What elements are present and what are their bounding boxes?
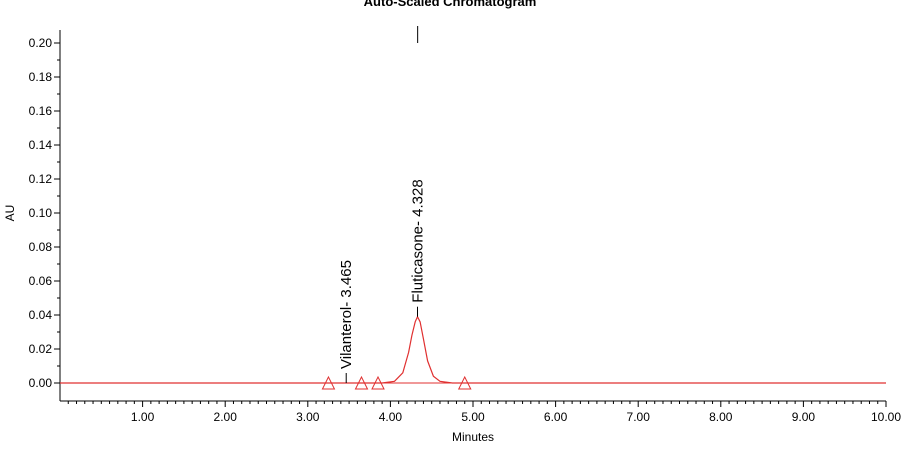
peak-start-marker — [371, 375, 385, 390]
peak-end-marker — [457, 375, 472, 390]
y-tick-label: 0.04 — [29, 308, 53, 322]
y-tick-label: 0.20 — [29, 36, 53, 50]
x-tick-label: 4.00 — [379, 410, 403, 424]
y-tick-label: 0.16 — [29, 104, 53, 118]
x-tick-label: 9.00 — [792, 410, 816, 424]
x-tick-label: 7.00 — [627, 410, 651, 424]
chromatogram-trace — [60, 315, 886, 384]
x-tick-label: 6.00 — [544, 410, 568, 424]
y-axis: 0.00 0.02 0.04 0.06 0.08 0.10 0.12 0.14 0.16 0.18… — [29, 36, 60, 390]
y-tick-label: 0.02 — [29, 342, 53, 356]
peak-start-marker — [321, 375, 336, 390]
x-tick-label: 1.00 — [131, 410, 155, 424]
chart-title: Auto-Scaled Chromatogram — [364, 0, 537, 9]
y-tick-label: 0.18 — [29, 70, 53, 84]
x-axis-label: Minutes — [452, 430, 494, 444]
x-tick-label: 8.00 — [709, 410, 733, 424]
x-tick-label: 5.00 — [461, 410, 485, 424]
peak-end-marker — [354, 375, 369, 390]
y-tick-label: 0.08 — [29, 240, 53, 254]
x-tick-label: 3.00 — [296, 410, 320, 424]
y-tick-label: 0.14 — [29, 138, 53, 152]
x-tick-label: 10.00 — [871, 410, 901, 424]
y-tick-label: 0.12 — [29, 172, 53, 186]
peak-label: Fluticasone- 4.328 — [409, 179, 426, 302]
x-axis: 1.00 2.00 3.00 4.00 5.00 6.00 7.00 8.00 9.00 10.0… — [67, 401, 901, 424]
y-tick-label: 0.00 — [29, 376, 53, 390]
y-tick-label: 0.10 — [29, 206, 53, 220]
x-tick-label: 2.00 — [214, 410, 238, 424]
y-tick-label: 0.06 — [29, 274, 53, 288]
peak-label: Vilanterol- 3.465 — [338, 260, 355, 369]
y-axis-label: AU — [3, 205, 17, 222]
